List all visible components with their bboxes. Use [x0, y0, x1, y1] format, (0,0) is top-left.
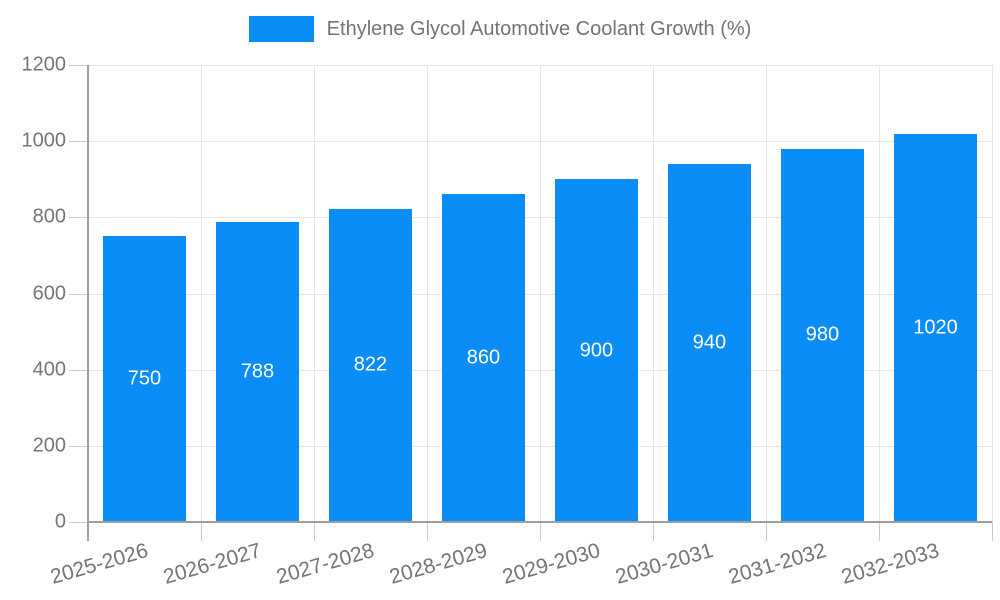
y-axis-tick-label: 1000 [21, 129, 67, 152]
y-axis-tick [69, 293, 87, 295]
y-axis-tick-label: 400 [32, 358, 66, 381]
x-axis-label: 2028-2029 [386, 539, 490, 589]
x-axis-line [88, 521, 992, 523]
x-axis-tick [653, 522, 654, 541]
y-axis-tick [69, 369, 87, 371]
bar-value-label: 980 [805, 323, 840, 346]
bar: 940 [667, 164, 752, 522]
y-axis-tick-label: 1200 [21, 53, 67, 76]
y-axis-tick-label: 600 [32, 282, 66, 304]
x-axis-label: 2032-2033 [838, 539, 942, 589]
x-axis-tick [879, 522, 880, 541]
x-axis-label: 2026-2027 [160, 539, 264, 589]
gridline-vertical [540, 65, 541, 522]
x-axis-tick [992, 522, 993, 541]
bar-value-label: 750 [127, 367, 162, 390]
x-axis-label: 2029-2030 [499, 539, 603, 589]
gridline-vertical [427, 65, 428, 522]
bar-value-label: 822 [353, 353, 388, 376]
y-axis-line [87, 65, 89, 541]
x-axis-tick [201, 522, 202, 541]
y-axis-tick [69, 141, 87, 143]
y-axis-tick-label: 0 [54, 510, 66, 533]
gridline-vertical [766, 65, 767, 522]
y-axis-tick [69, 65, 87, 66]
plot-area: 0 200 400 600 800 1000 1200 750 2025-2026 788 2026… [22, 54, 993, 589]
bar: 980 [780, 148, 865, 522]
y-axis-tick [69, 217, 87, 219]
x-axis-label: 2027-2028 [273, 539, 377, 589]
gridline-vertical [879, 65, 880, 522]
x-axis-tick [540, 522, 541, 541]
legend-label: Ethylene Glycol Automotive Coolant Growt… [326, 17, 752, 40]
y-axis-tick-label: 800 [32, 205, 66, 228]
x-axis-label: 2025-2026 [47, 539, 151, 589]
gridline-vertical [992, 65, 993, 522]
bar: 750 [102, 236, 187, 522]
bar: 900 [554, 179, 639, 522]
gridline-vertical [653, 65, 654, 522]
legend-swatch-icon [248, 16, 314, 42]
y-axis-tick [69, 522, 87, 523]
gridline-vertical [314, 65, 315, 522]
x-axis-tick [427, 522, 428, 541]
legend[interactable]: Ethylene Glycol Automotive Coolant Growt… [0, 16, 1000, 42]
x-axis-label: 2030-2031 [612, 539, 716, 589]
bar: 788 [215, 221, 300, 522]
x-axis-tick [766, 522, 767, 541]
bar: 860 [441, 194, 526, 522]
bar-value-label: 1020 [913, 316, 958, 339]
bar-value-label: 940 [692, 331, 727, 354]
bar-value-label: 900 [579, 339, 614, 362]
x-axis-label: 2031-2032 [725, 539, 829, 589]
bar: 822 [328, 208, 413, 522]
bar-value-label: 860 [466, 346, 501, 369]
y-axis-tick-label: 200 [32, 434, 66, 457]
y-axis-tick [69, 445, 87, 447]
bar: 1020 [893, 133, 978, 522]
gridline-vertical [201, 65, 202, 522]
bar-value-label: 788 [240, 360, 275, 383]
x-axis-tick [314, 522, 315, 541]
